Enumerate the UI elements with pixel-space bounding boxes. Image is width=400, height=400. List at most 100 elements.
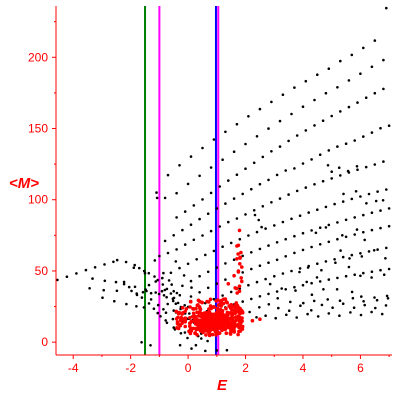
data-point-s1: [315, 276, 319, 279]
data-point-s1: [264, 314, 267, 318]
data-point-s1: [258, 306, 261, 309]
data-point-s1: [198, 274, 201, 278]
x-tick-label: 0: [185, 361, 192, 375]
data-point-s1: [344, 142, 348, 145]
data-point-s1: [124, 260, 128, 264]
data-point-s1: [341, 200, 345, 203]
data-point-s2: [188, 299, 193, 304]
data-point-s1: [382, 58, 385, 62]
data-point-s1: [264, 277, 267, 281]
data-point-s1: [115, 289, 119, 293]
data-point-s1: [273, 224, 276, 227]
data-point-s1: [161, 276, 164, 280]
data-point-s2: [221, 301, 226, 306]
data-point-s2: [195, 310, 199, 315]
data-point-s1: [261, 205, 265, 208]
data-point-s1: [310, 309, 313, 312]
x-tick-label: 2: [242, 361, 249, 375]
data-point-s1: [339, 110, 342, 113]
data-point-s2: [195, 321, 199, 326]
data-point-s1: [229, 290, 233, 294]
data-point-s1: [374, 199, 378, 203]
data-point-s2: [223, 327, 227, 332]
data-point-s2: [198, 306, 202, 311]
data-point-s1: [310, 293, 314, 297]
data-point-s1: [362, 230, 365, 234]
data-point-s1: [225, 348, 229, 352]
data-point-s1: [93, 266, 97, 269]
data-point-s1: [268, 282, 272, 286]
data-point-s1: [147, 283, 151, 287]
data-point-s2: [234, 301, 239, 305]
data-point-s2: [215, 306, 220, 311]
data-point-s1: [158, 254, 161, 258]
data-point-s2: [218, 302, 222, 307]
data-point-s1: [327, 67, 331, 70]
data-point-s1: [344, 235, 348, 239]
data-point-s1: [347, 79, 351, 82]
data-point-s1: [336, 276, 339, 280]
data-point-s2: [210, 332, 215, 337]
data-point-s1: [338, 299, 342, 303]
data-point-s1: [385, 6, 388, 10]
data-point-s1: [384, 304, 388, 307]
data-point-s1: [255, 230, 259, 234]
data-point-s1: [275, 258, 279, 262]
data-point-s1: [175, 291, 179, 295]
data-point-s2: [188, 316, 192, 320]
data-point-s1: [221, 294, 224, 297]
data-point-s1: [382, 87, 385, 91]
data-point-s1: [295, 134, 299, 137]
data-point-s1: [373, 163, 377, 166]
data-point-s1: [91, 277, 94, 280]
data-point-s1: [224, 262, 227, 265]
data-point-s1: [267, 244, 270, 247]
data-point-s1: [189, 223, 193, 226]
data-point-s1: [287, 193, 290, 196]
data-point-s1: [244, 167, 247, 170]
data-point-s1: [359, 195, 362, 198]
data-point-s2: [174, 317, 179, 321]
data-point-s1: [206, 339, 209, 343]
data-point-s1: [172, 326, 175, 329]
data-point-s1: [380, 312, 384, 316]
data-point-s1: [241, 192, 244, 196]
data-point-s1: [215, 266, 219, 269]
data-point-s1: [247, 115, 250, 118]
data-point-s1: [336, 221, 339, 224]
data-point-s2: [205, 299, 209, 304]
data-point-s1: [316, 73, 319, 76]
data-point-s1: [165, 295, 168, 299]
data-point-s2: [196, 298, 201, 303]
data-point-s1: [298, 267, 302, 270]
data-point-s1: [156, 303, 160, 307]
data-point-s1: [169, 271, 173, 275]
data-point-s1: [341, 302, 345, 306]
data-point-s2: [188, 324, 192, 329]
data-point-s1: [250, 187, 253, 191]
data-point-s2: [237, 228, 242, 233]
data-point-s2: [222, 317, 227, 321]
data-point-s1: [346, 169, 350, 173]
y-tick-label: 50: [35, 264, 49, 278]
data-point-s1: [276, 297, 280, 300]
data-point-s1: [162, 294, 166, 297]
data-point-s1: [267, 178, 270, 182]
data-point-s2: [226, 282, 231, 286]
data-point-s1: [318, 280, 322, 283]
data-point-s1: [178, 266, 181, 270]
data-point-s1: [250, 267, 253, 271]
data-point-s1: [327, 240, 331, 244]
data-point-s1: [221, 158, 224, 161]
data-point-s2: [237, 325, 241, 330]
data-point-s1: [293, 251, 296, 255]
data-point-s1: [258, 107, 262, 111]
data-point-s1: [321, 179, 325, 183]
data-point-s1: [212, 138, 216, 141]
data-point-s1: [287, 139, 290, 143]
data-point-s1: [350, 290, 354, 294]
data-point-s2: [212, 305, 216, 309]
data-point-s1: [260, 225, 263, 229]
data-point-s1: [336, 237, 339, 241]
data-point-s2: [226, 322, 230, 327]
